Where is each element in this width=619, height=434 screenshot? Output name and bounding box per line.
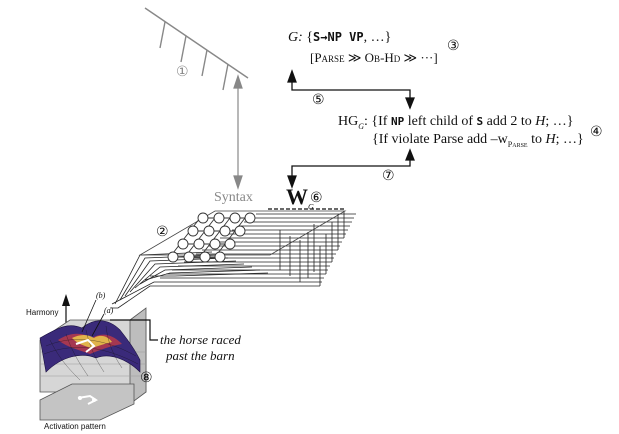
grammar-rule: G: {S→NP VP, …} [288, 30, 392, 45]
hg-label: HG [338, 114, 359, 129]
label-6: ⑥ [310, 190, 323, 206]
syntax-arrow [233, 74, 243, 190]
harmony-surface [39, 294, 147, 421]
weight-matrix-symbol: WG [286, 184, 314, 212]
syntax-tree [144, 7, 249, 91]
hg-line-2: {If violate Parse add –wParse to H; …} [372, 132, 584, 149]
rewrite-rule: S→NP VP [313, 30, 364, 44]
surface-b-label: (b) [96, 291, 106, 300]
label-7: ⑦ [382, 168, 395, 184]
harmony-axis-label: Harmony [26, 308, 59, 317]
hg-line-1: HGG: {If NP left child of S add 2 to H; … [338, 114, 574, 131]
network [110, 208, 356, 309]
sentence-connector [110, 319, 158, 341]
constraint-ranking: [Parse ≫ Ob-Hd ≫ ···] [310, 50, 438, 65]
label-8: ⑧ [140, 370, 153, 386]
g-label: G: [288, 30, 303, 45]
activation-axis-label: Activation pattern [44, 422, 106, 431]
arrow-5 [287, 69, 415, 110]
arrow-7 [287, 148, 415, 189]
network-units [167, 212, 256, 263]
surface-a-label: (a) [104, 306, 114, 315]
label-1: ① [176, 64, 189, 80]
sentence-line-2: past the barn [166, 348, 235, 363]
sentence-line-1: the horse raced [160, 332, 241, 347]
syntax-label: Syntax [214, 190, 253, 205]
label-2: ② [156, 224, 169, 240]
label-5: ⑤ [312, 92, 325, 108]
label-4: ④ [590, 124, 603, 140]
label-3: ③ [447, 38, 460, 54]
